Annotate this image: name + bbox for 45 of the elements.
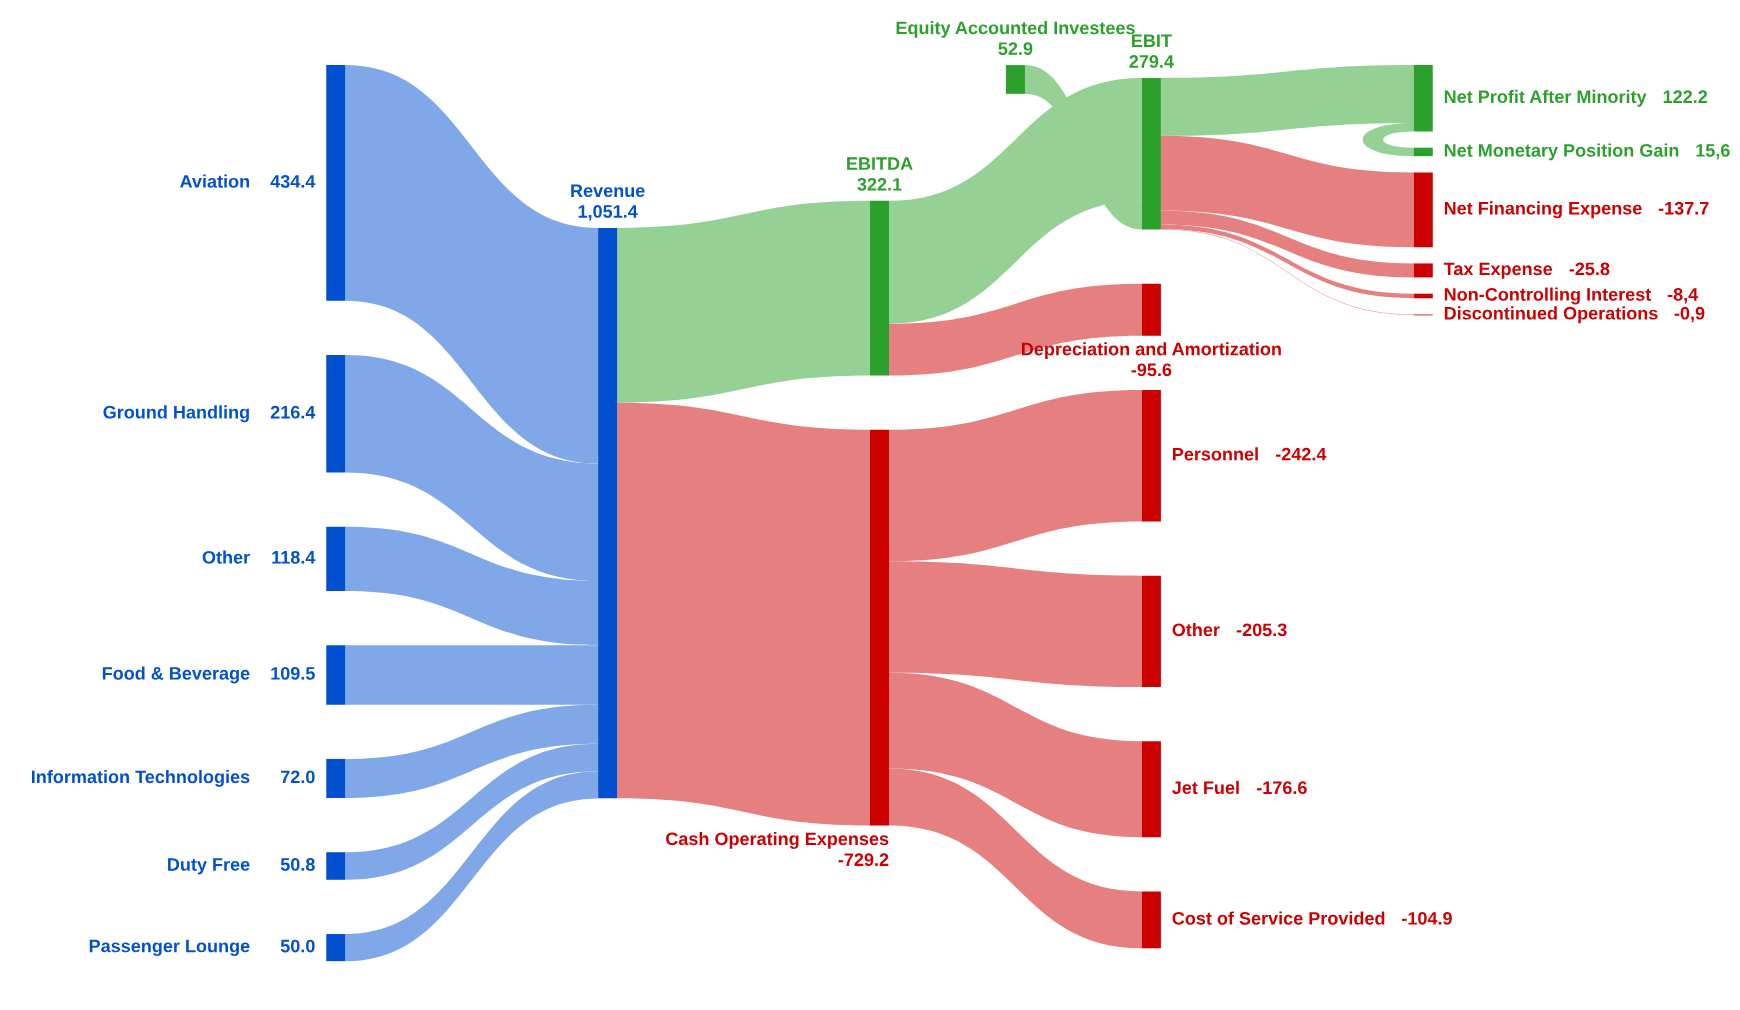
category-label: Net Profit After Minority <box>1444 89 1647 107</box>
category-label: Non-Controlling Interest <box>1444 287 1652 305</box>
data-label: 279.4 <box>1129 55 1174 68</box>
data-label: 109.5 <box>271 667 315 680</box>
data-label: -104.9 <box>1402 911 1452 925</box>
data-label: 1,051.4 <box>578 205 638 221</box>
category-label: Food & Beverage <box>102 666 250 684</box>
data-label: 50.8 <box>280 858 315 871</box>
category-label: Revenue <box>571 184 645 198</box>
category-label: Duty Free <box>168 858 250 875</box>
category-label: Other <box>202 550 250 564</box>
data-label: -137.7 <box>1658 201 1709 215</box>
category-label: Discontinued Operations <box>1444 306 1658 324</box>
data-label: -95.6 <box>1131 363 1172 377</box>
category-label: Information Technologies <box>31 769 250 787</box>
category-label: Net Monetary Position Gain <box>1444 143 1679 161</box>
data-label: -242.4 <box>1275 447 1327 461</box>
category-label: Tax Expense <box>1443 262 1553 279</box>
data-label: 216.4 <box>270 405 316 419</box>
data-label: 434.4 <box>270 175 316 188</box>
data-label: -205.3 <box>1236 623 1287 637</box>
data-label: -25.8 <box>1569 262 1610 276</box>
category-label: EBIT <box>1132 34 1172 47</box>
data-label: 50.0 <box>280 939 315 953</box>
category-label: Net Financing Expense <box>1444 201 1642 219</box>
data-label: 72.0 <box>281 770 315 784</box>
category-label: Ground Handling <box>103 405 249 423</box>
category-label: Personnel <box>1172 447 1258 461</box>
data-label: 118.4 <box>272 550 316 564</box>
data-label: -729.2 <box>838 853 889 867</box>
data-label: 15,6 <box>1696 143 1730 160</box>
category-label: Cost of Service Provided <box>1172 911 1385 925</box>
data-label: 122.2 <box>1663 90 1708 103</box>
category-label: EBITDA <box>847 157 913 170</box>
data-label: -176.6 <box>1256 781 1307 795</box>
data-label: -8,4 <box>1667 288 1699 304</box>
category-label: Other <box>1172 622 1220 637</box>
data-label: 322.1 <box>857 177 902 191</box>
data-label: 52.9 <box>998 42 1033 56</box>
category-label: Depreciation and Amortization <box>1022 342 1281 359</box>
category-label: Aviation <box>180 174 250 188</box>
category-label: Passenger Lounge <box>89 939 250 957</box>
category-label: Cash Operating Expenses <box>666 831 889 849</box>
category-label: Jet Fuel <box>1172 780 1239 795</box>
data-label: -0,9 <box>1674 306 1705 323</box>
